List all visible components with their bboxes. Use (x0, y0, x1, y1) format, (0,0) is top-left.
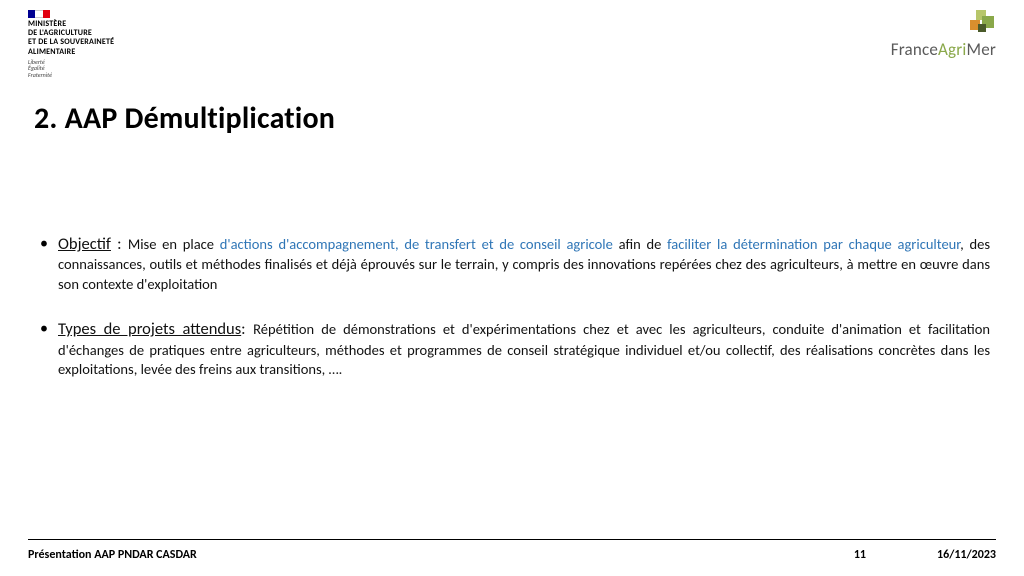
highlight-text: d'actions d'accompagnement, de transfert… (220, 235, 613, 253)
slide-title: 2. AAP Démultiplication (34, 100, 996, 137)
bullet-lead-sep: : (111, 234, 128, 254)
franceagrimer-name: FranceAgriMer (891, 39, 996, 60)
highlight-text: faciliter la détermination par chaque ag… (667, 235, 960, 253)
franceagrimer-mark-icon (970, 10, 996, 34)
bullet-item: Objectif : Mise en place d'actions d'acc… (34, 233, 990, 294)
ministere-text: MINISTÈRE DE L'AGRICULTURE ET DE LA SOUV… (28, 20, 114, 57)
footer-date: 16/11/2023 (937, 548, 996, 562)
bullet-list: Objectif : Mise en place d'actions d'acc… (34, 233, 990, 380)
footer-left: Présentation AAP PNDAR CASDAR (28, 548, 197, 562)
header: MINISTÈRE DE L'AGRICULTURE ET DE LA SOUV… (28, 10, 996, 82)
bullet-item: Types de projets attendus: Répétition de… (34, 318, 990, 379)
footer: Présentation AAP PNDAR CASDAR 11 16/11/2… (28, 539, 996, 562)
body-text: afin de (613, 235, 667, 253)
bullet-lead-sep: : (241, 319, 253, 339)
franceagrimer-logo: FranceAgriMer (891, 10, 996, 60)
slide-body: Objectif : Mise en place d'actions d'acc… (28, 233, 996, 380)
slide: MINISTÈRE DE L'AGRICULTURE ET DE LA SOUV… (0, 0, 1024, 576)
french-flag-icon (28, 10, 50, 18)
footer-page: 11 (854, 548, 866, 562)
body-text: Mise en place (128, 235, 220, 253)
footer-rule (28, 539, 996, 540)
motto: Liberté Égalité Fraternité (28, 59, 114, 79)
ministere-logo: MINISTÈRE DE L'AGRICULTURE ET DE LA SOUV… (28, 10, 114, 79)
bullet-lead-label: Types de projets attendus (58, 319, 241, 339)
bullet-lead-label: Objectif (58, 234, 111, 254)
